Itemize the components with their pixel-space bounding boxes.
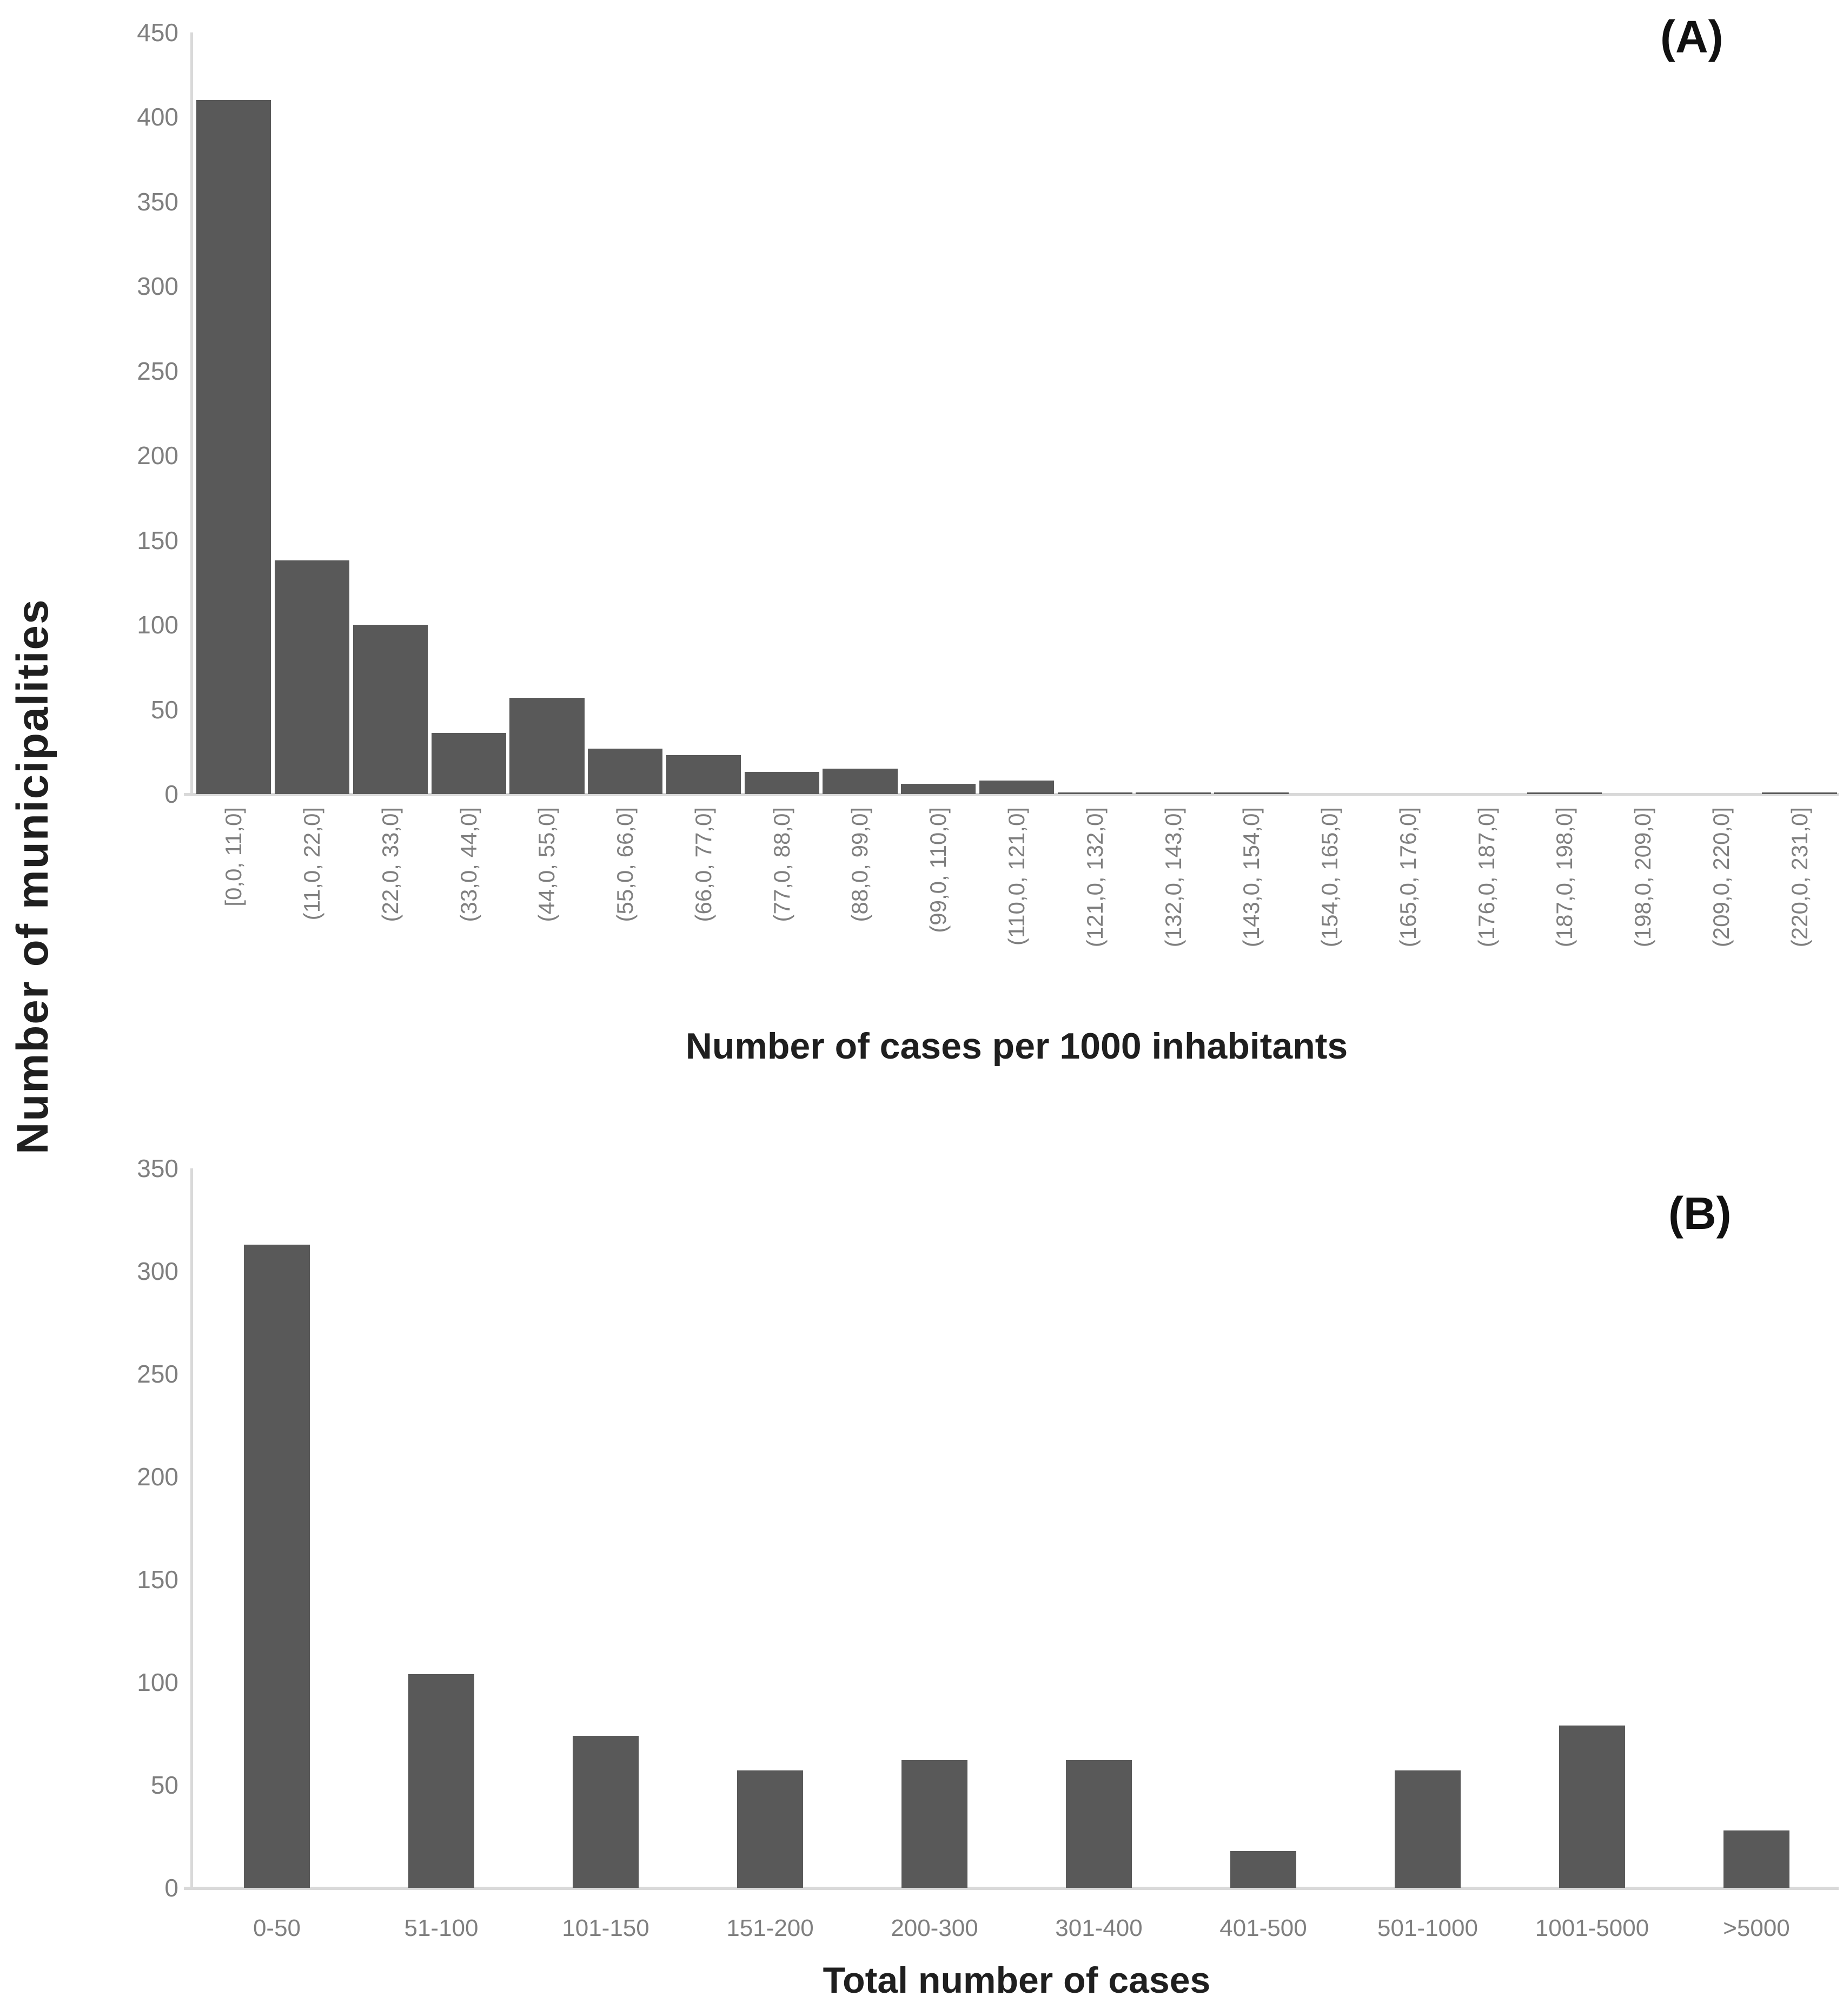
bar-a-6 [666,755,741,794]
bar-b-1 [408,1674,474,1888]
x-tick-label: (220,0, 231,0] [1786,807,1812,948]
bar-a-8 [823,769,898,794]
x-axis-title-panel-b: Total number of cases [823,1960,1211,2001]
y-tick-label: 350 [137,187,178,216]
bar-b-9 [1723,1830,1789,1888]
x-axis-title-panel-a: Number of cases per 1000 inhabitants [685,1026,1348,1067]
x-tick-label: 1001-5000 [1535,1915,1649,1941]
panel-a-label: (A) [1660,11,1723,62]
x-tick-label: (132,0, 143,0] [1160,807,1186,948]
x-tick-label: (22,0, 33,0] [377,807,403,922]
y-axis-line-panel-b [190,1168,193,1888]
bar-a-3 [431,733,506,794]
x-tick-label: (110,0, 121,0] [1004,807,1029,946]
y-tick-label: 250 [137,356,178,385]
x-tick-label: 401-500 [1219,1915,1307,1941]
bar-b-7 [1395,1770,1461,1888]
y-axis-line-panel-a [190,32,193,794]
x-tick-label: (154,0, 165,0] [1317,807,1343,948]
x-tick-label: (77,0, 88,0] [768,807,794,922]
bar-a-10 [979,780,1055,794]
bar-b-2 [573,1735,639,1888]
x-tick-label: (66,0, 77,0] [690,807,716,922]
y-tick-label: 300 [137,1257,178,1285]
x-tick-label: (165,0, 176,0] [1395,807,1421,948]
bar-b-5 [1066,1760,1132,1888]
x-tick-label: (121,0, 132,0] [1082,807,1108,948]
y-tick-label: 0 [164,780,178,808]
bar-a-1 [275,560,350,794]
y-tick-label: 300 [137,272,178,301]
x-tick-label: 301-400 [1055,1915,1143,1941]
y-tick-label: 400 [137,103,178,131]
y-tick-label: 100 [137,1668,178,1696]
bar-a-17 [1527,792,1602,794]
y-tick-label: 0 [164,1874,178,1902]
y-tick-label: 200 [137,441,178,470]
bar-a-12 [1136,792,1211,794]
y-tick-label: 150 [137,1565,178,1594]
x-tick-label: [0,0, 11,0] [221,807,247,907]
bar-b-3 [737,1770,803,1888]
x-axis-line-panel-b [184,1887,1839,1890]
x-tick-label: (11,0, 22,0] [299,807,325,921]
x-tick-label: (33,0, 44,0] [455,807,481,922]
y-tick-label: 50 [150,695,178,724]
bar-a-20 [1762,792,1837,794]
bar-b-4 [901,1760,967,1888]
x-tick-label: (176,0, 187,0] [1473,807,1499,948]
y-tick-label: 350 [137,1154,178,1182]
bar-a-13 [1214,792,1289,794]
x-tick-label: 0-50 [253,1915,301,1941]
x-tick-label: (44,0, 55,0] [534,807,560,922]
x-tick-label: (88,0, 99,0] [847,807,873,922]
x-tick-label: (55,0, 66,0] [612,807,638,922]
y-tick-label: 250 [137,1360,178,1388]
x-tick-label: (187,0, 198,0] [1552,807,1577,948]
x-tick-label: 51-100 [404,1915,479,1941]
x-tick-label: 101-150 [562,1915,649,1941]
x-tick-label: >5000 [1723,1915,1790,1941]
y-axis-title: Number of municipalities [8,598,57,1154]
y-tick-label: 150 [137,526,178,554]
x-tick-label: 151-200 [726,1915,814,1941]
y-tick-label: 50 [150,1771,178,1799]
bar-a-9 [901,784,976,794]
x-tick-label: (99,0, 110,0] [925,807,951,933]
x-tick-label: 501-1000 [1377,1915,1478,1941]
bar-a-2 [353,625,428,794]
bar-b-8 [1559,1725,1625,1888]
panel-b-label: (B) [1668,1188,1732,1239]
bar-a-4 [509,697,585,794]
bar-a-7 [744,772,819,794]
y-tick-label: 450 [137,18,178,47]
bar-a-0 [196,100,271,794]
x-tick-label: (209,0, 220,0] [1708,807,1734,948]
bar-b-0 [244,1244,310,1888]
x-tick-label: 200-300 [891,1915,978,1941]
x-tick-label: (143,0, 154,0] [1238,807,1264,948]
bar-a-5 [588,748,663,794]
x-axis-line-panel-a [184,793,1839,796]
bar-b-6 [1230,1850,1296,1888]
x-tick-label: (198,0, 209,0] [1630,807,1656,948]
y-tick-label: 200 [137,1463,178,1491]
bar-a-11 [1057,792,1132,794]
y-tick-label: 100 [137,611,178,639]
